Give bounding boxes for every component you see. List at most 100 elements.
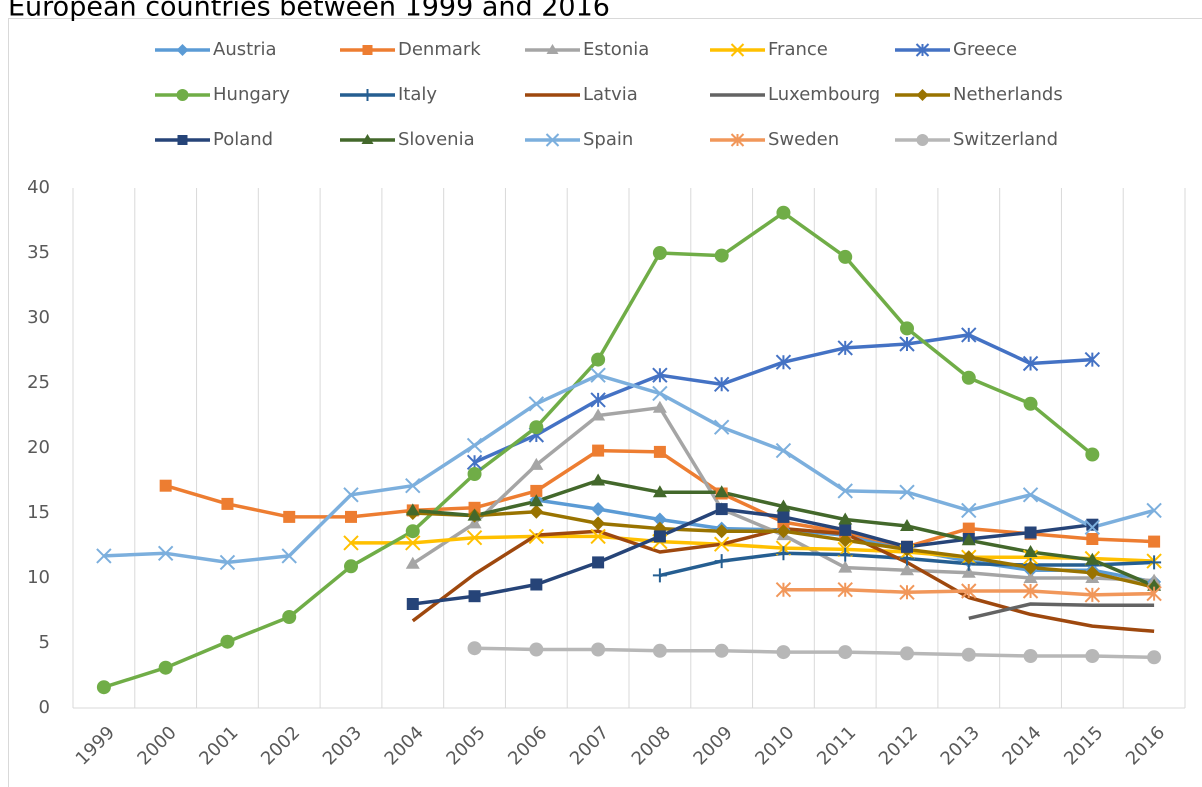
legend-label: Austria [213,39,277,60]
marker [776,645,791,660]
marker [591,502,606,517]
marker [1085,552,1100,565]
marker [961,533,976,546]
y-tick-label: 35 [27,242,50,263]
chart-title: European countries between 1999 and 2016 [8,0,610,23]
marker [1022,549,1039,565]
marker [652,485,667,498]
marker [961,327,977,343]
marker [715,503,728,516]
marker [1022,487,1039,503]
marker [466,454,483,471]
marker [916,134,929,146]
marker [900,563,914,576]
marker [591,516,606,531]
marker [839,523,852,536]
marker [591,642,606,657]
legend-label: Italy [398,84,437,105]
legend-label: Sweden [768,129,839,150]
legend-label: Denmark [398,39,481,60]
y-tick-label: 25 [27,372,50,393]
marker [915,43,930,57]
marker [653,530,666,543]
marker [775,354,792,370]
marker [961,565,976,578]
marker [1086,518,1099,531]
marker [1148,535,1161,548]
marker [405,503,420,516]
marker [344,559,358,574]
marker [590,367,606,383]
marker [961,502,977,519]
marker [837,340,853,356]
marker [177,135,188,145]
marker [590,392,606,408]
chart-frame [8,18,1202,787]
marker [838,560,853,573]
marker [343,487,359,503]
marker [96,680,111,695]
series-line [351,534,1155,563]
marker [1085,447,1100,462]
marker [838,249,853,264]
marker [838,547,853,562]
marker [157,545,174,562]
marker [776,499,791,512]
y-tick-label: 40 [27,177,50,198]
marker [405,524,420,539]
marker [900,519,914,531]
marker [405,477,421,494]
marker [1086,533,1099,545]
marker [652,367,668,383]
marker [221,497,234,510]
marker [158,660,173,675]
legend-label: Hungary [213,84,290,105]
marker [591,473,606,486]
marker [466,437,483,454]
marker [530,578,543,591]
marker [467,508,482,521]
marker [899,336,915,352]
legend-label: Switzerland [953,129,1058,150]
marker [281,548,297,564]
legend-label: Latvia [583,84,638,105]
marker [837,581,853,598]
marker [714,485,729,498]
legend-label: Luxembourg [768,84,880,105]
marker [176,44,189,56]
marker [176,89,189,101]
marker [652,246,667,260]
marker [361,89,374,101]
marker [652,568,667,583]
marker [343,535,359,551]
marker [652,400,667,413]
legend-label: France [768,39,828,60]
marker [545,133,560,147]
marker [528,528,545,545]
marker [961,370,976,385]
marker [1147,555,1162,570]
marker [838,645,853,660]
marker [652,512,667,527]
marker [837,483,853,499]
legend-label: Greece [953,39,1017,60]
marker [1022,583,1039,599]
marker [591,352,606,367]
marker [653,445,666,458]
marker [405,556,420,569]
marker [652,643,667,658]
marker [713,536,730,552]
series-line [474,646,1155,660]
series-line [103,373,1155,565]
marker [899,584,915,601]
marker [775,581,792,598]
marker [776,205,791,220]
marker [1084,351,1101,368]
marker [467,467,482,481]
marker [159,479,172,492]
marker [592,444,605,457]
marker [592,556,605,569]
